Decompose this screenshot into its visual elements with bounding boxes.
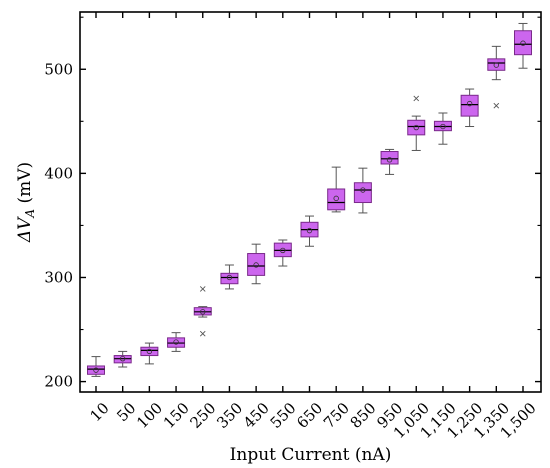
box-group	[113, 350, 132, 368]
box-group	[273, 239, 292, 267]
box-group	[460, 88, 479, 128]
box-iqr	[487, 58, 506, 71]
box-group	[140, 342, 159, 365]
box-mean-marker	[226, 274, 233, 281]
box-group	[220, 264, 239, 290]
box-group	[193, 286, 212, 337]
box-mean-marker	[119, 355, 126, 362]
box-iqr	[407, 119, 426, 136]
box-iqr	[220, 272, 239, 285]
box-mean-marker	[253, 262, 259, 268]
box-iqr	[514, 30, 532, 56]
box-mean-marker	[173, 339, 179, 345]
box-group	[514, 22, 532, 69]
box-group	[247, 243, 266, 285]
box-group	[433, 112, 452, 145]
box-iqr	[327, 188, 346, 211]
box-mean-marker	[520, 40, 526, 46]
box-mean-marker	[280, 247, 286, 254]
box-mean-marker	[146, 348, 153, 355]
box-iqr	[140, 346, 159, 357]
outlier-marker	[493, 102, 500, 109]
box-mean-marker	[333, 195, 339, 202]
y-tick-label: 200	[44, 373, 73, 391]
y-tick-label: 300	[44, 268, 73, 286]
y-axis-title: ΔVA (mV)	[15, 162, 37, 243]
outlier-marker	[199, 330, 206, 337]
box-group	[353, 167, 372, 214]
box-mean-marker	[306, 227, 313, 234]
box-mean-marker	[386, 157, 393, 163]
y-axis-title-unit: (mV)	[15, 162, 35, 209]
box-group	[167, 332, 186, 352]
box-mean-marker	[200, 309, 206, 315]
plot-frame	[79, 11, 542, 393]
box-mean-marker	[360, 187, 366, 193]
plot-marks	[87, 22, 532, 377]
box-group	[87, 356, 105, 377]
box-mean-marker	[440, 123, 446, 130]
outlier-marker	[413, 95, 420, 102]
box-group	[380, 148, 399, 175]
box-group	[327, 166, 346, 213]
box-group	[487, 45, 506, 109]
y-axis-title-main: ΔV	[15, 216, 35, 243]
box-group	[407, 95, 426, 151]
y-axis-title-sub: A	[23, 209, 37, 219]
box-iqr	[87, 365, 105, 375]
box-mean-marker	[93, 367, 99, 373]
box-mean-marker	[466, 100, 473, 107]
outlier-marker	[199, 286, 206, 292]
box-group	[300, 215, 319, 247]
box-iqr	[247, 253, 266, 276]
box-mean-marker	[413, 124, 419, 131]
y-tick-label: 500	[44, 60, 73, 78]
x-axis-title: Input Current (nA)	[230, 445, 392, 465]
y-tick-label: 400	[44, 164, 73, 182]
box-mean-marker	[493, 62, 500, 68]
y-axis: 200 300 400 500	[44, 16, 541, 391]
